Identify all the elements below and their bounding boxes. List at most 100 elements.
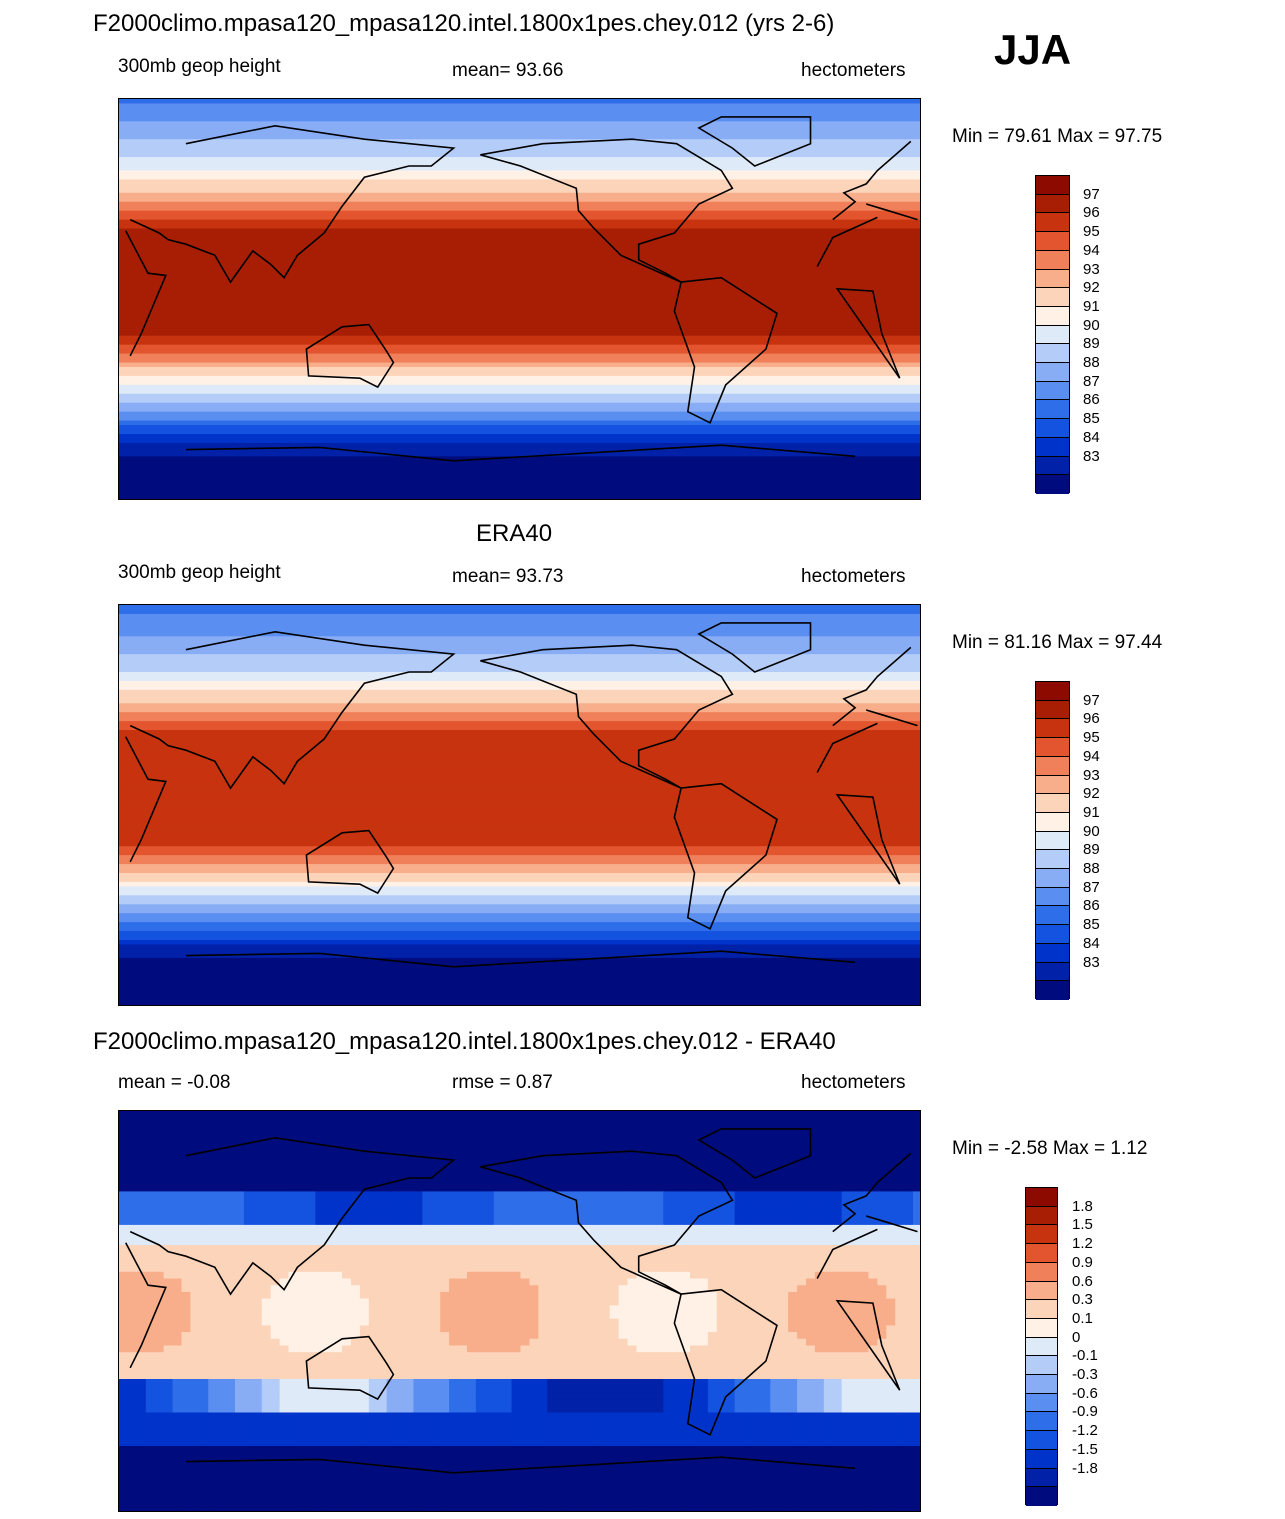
contour-cell bbox=[904, 1425, 914, 1434]
contour-cell bbox=[681, 1124, 691, 1132]
contour-cell bbox=[636, 1184, 646, 1192]
contour-cell bbox=[127, 1144, 138, 1152]
contour-cell bbox=[431, 1137, 441, 1145]
contour-cell bbox=[431, 1265, 441, 1273]
contour-cell bbox=[458, 1258, 468, 1266]
contour-cell bbox=[163, 1117, 174, 1125]
contour-cell bbox=[172, 1419, 182, 1427]
contour-cell bbox=[270, 1332, 281, 1340]
contour-cell bbox=[502, 1231, 513, 1239]
contour-cell bbox=[342, 1452, 352, 1460]
contour-cell bbox=[690, 1432, 700, 1440]
contour-cell bbox=[466, 1325, 477, 1333]
contour-cell bbox=[190, 1178, 200, 1186]
contour-cell bbox=[672, 1117, 682, 1125]
contour-cell bbox=[493, 1439, 504, 1447]
contour-cell bbox=[716, 1224, 727, 1233]
contour-cell bbox=[868, 1111, 878, 1119]
contour-cell bbox=[895, 1352, 905, 1360]
contour-cell bbox=[547, 1432, 557, 1440]
contour-cell bbox=[395, 1111, 406, 1119]
contour-cell bbox=[591, 1405, 602, 1413]
contour-cell bbox=[368, 1399, 379, 1407]
contour-cell bbox=[208, 1305, 218, 1313]
contour-cell bbox=[288, 1224, 298, 1233]
contour-cell bbox=[368, 1332, 379, 1340]
contour-cell bbox=[395, 1137, 406, 1145]
contour-cell bbox=[645, 1419, 655, 1427]
contour-cell bbox=[681, 1171, 691, 1179]
contour-cell bbox=[458, 1218, 468, 1226]
contour-cell bbox=[698, 1238, 709, 1246]
contour-cell bbox=[440, 1332, 450, 1340]
contour-cell bbox=[359, 1271, 370, 1279]
contour-cell bbox=[770, 1137, 780, 1145]
contour-cell bbox=[868, 1432, 878, 1440]
contour-cell bbox=[306, 1352, 316, 1360]
contour-cell bbox=[377, 1332, 388, 1340]
contour-cell bbox=[458, 1325, 468, 1333]
contour-cell bbox=[841, 1358, 852, 1367]
contour-cell bbox=[350, 1312, 361, 1320]
contour-cell bbox=[252, 1218, 263, 1226]
contour-cell bbox=[913, 1399, 920, 1407]
contour-cell bbox=[127, 1345, 138, 1353]
contour-cell bbox=[190, 1459, 200, 1467]
colorbar-cell bbox=[1036, 437, 1069, 457]
contour-cell bbox=[377, 1345, 388, 1353]
contour-cell bbox=[850, 1198, 861, 1206]
contour-cell bbox=[315, 1352, 325, 1360]
contour-cell bbox=[690, 1184, 700, 1192]
contour-cell bbox=[279, 1278, 290, 1286]
contour-cell bbox=[788, 1157, 798, 1166]
contour-cell bbox=[359, 1291, 370, 1300]
contour-cell bbox=[475, 1425, 486, 1434]
contour-cell bbox=[877, 1131, 887, 1139]
contour-cell bbox=[440, 1399, 450, 1407]
contour-cell bbox=[654, 1385, 664, 1393]
contour-cell bbox=[413, 1325, 423, 1333]
contour-cell bbox=[306, 1338, 316, 1346]
contour-cell bbox=[315, 1124, 325, 1132]
contour-cell bbox=[627, 1238, 637, 1246]
contour-cell bbox=[422, 1131, 432, 1139]
contour-cell bbox=[520, 1358, 530, 1367]
contour-cell bbox=[645, 1151, 655, 1159]
contour-cell bbox=[779, 1365, 789, 1373]
contour-cell bbox=[868, 1164, 878, 1172]
contour-band bbox=[119, 881, 920, 887]
contour-cell bbox=[538, 1124, 548, 1132]
contour-cell bbox=[226, 1251, 236, 1259]
contour-cell bbox=[127, 1111, 138, 1119]
contour-band bbox=[119, 806, 920, 811]
contour-cell bbox=[475, 1184, 486, 1192]
contour-cell bbox=[707, 1379, 718, 1387]
contour-cell bbox=[359, 1117, 370, 1125]
contour-cell bbox=[279, 1432, 290, 1440]
contour-cell bbox=[520, 1305, 530, 1313]
contour-cell bbox=[788, 1291, 798, 1300]
contour-cell bbox=[395, 1144, 406, 1152]
contour-cell bbox=[261, 1446, 272, 1454]
contour-cell bbox=[868, 1392, 878, 1400]
contour-cell bbox=[895, 1325, 905, 1333]
contour-cell bbox=[797, 1312, 807, 1320]
contour-cell bbox=[475, 1379, 486, 1387]
contour-cell bbox=[279, 1392, 290, 1400]
contour-cell bbox=[636, 1204, 646, 1212]
contour-cell bbox=[663, 1318, 673, 1326]
contour-cell bbox=[529, 1298, 539, 1306]
contour-cell bbox=[306, 1291, 316, 1300]
contour-cell bbox=[466, 1459, 477, 1467]
contour-cell bbox=[716, 1432, 727, 1440]
contour-cell bbox=[877, 1218, 887, 1226]
contour-cell bbox=[359, 1157, 370, 1166]
contour-cell bbox=[395, 1412, 406, 1420]
contour-cell bbox=[449, 1399, 459, 1407]
contour-cell bbox=[663, 1124, 673, 1132]
contour-cell bbox=[199, 1157, 209, 1166]
contour-cell bbox=[690, 1278, 700, 1286]
contour-cell bbox=[609, 1392, 620, 1400]
contour-cell bbox=[841, 1291, 852, 1300]
contour-cell bbox=[654, 1198, 664, 1206]
